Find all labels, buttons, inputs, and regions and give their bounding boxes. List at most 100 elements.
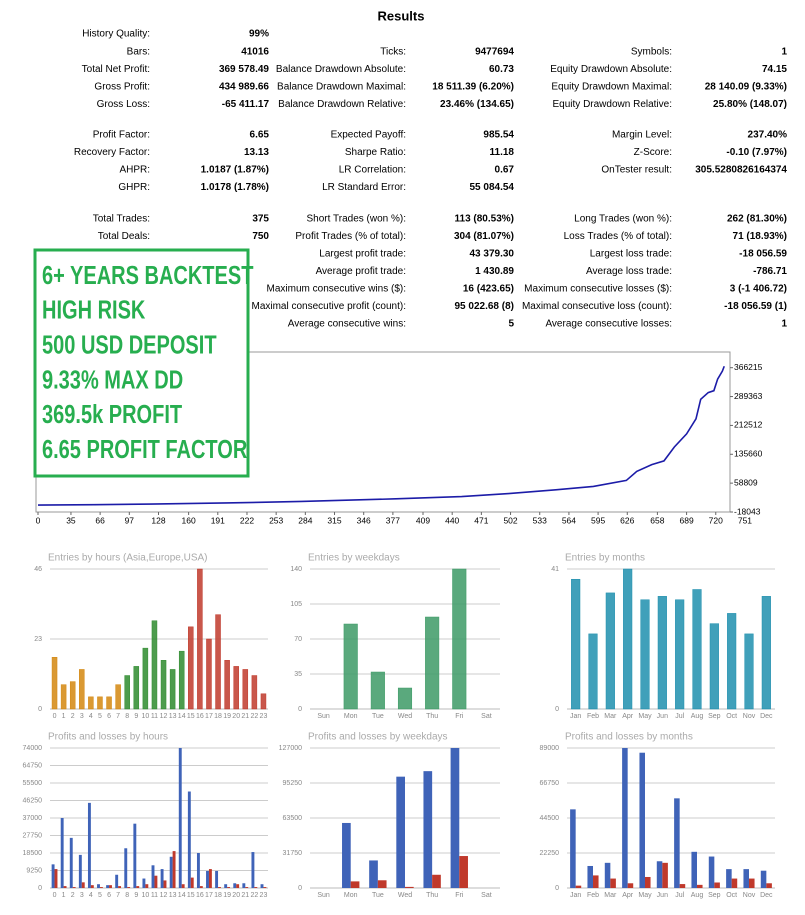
x-tick-label: Nov (743, 892, 756, 899)
bar (604, 862, 611, 888)
y-tick-label: 366215 (734, 362, 763, 372)
x-tick-label: 21 (241, 892, 249, 899)
y-tick-label: 127000 (279, 745, 302, 752)
bar (251, 675, 258, 710)
stat-label: Maximal consecutive profit (count): (251, 301, 406, 312)
bar (136, 886, 140, 888)
stat-label: LR Standard Error: (322, 182, 406, 193)
x-tick-label: 9 (134, 892, 138, 899)
stat-value: 985.54 (483, 130, 514, 141)
stat-label: Total Trades: (93, 214, 150, 225)
x-tick-label: 564 (562, 515, 576, 525)
x-tick-label: 409 (416, 515, 430, 525)
stat-value: 262 (81.30%) (727, 214, 787, 225)
stat-label: Profit Trades (% of total): (295, 231, 406, 242)
bar (749, 878, 755, 888)
stat-label: Ticks: (380, 47, 406, 58)
bar (60, 818, 64, 888)
stat-label: Gross Profit: (94, 82, 150, 93)
x-tick-label: 440 (445, 515, 459, 525)
stat-value: 6.65 (250, 130, 270, 141)
bar (236, 884, 240, 888)
x-tick-label: 5 (98, 892, 102, 899)
stat-value: -786.71 (753, 266, 787, 277)
bar (627, 883, 634, 888)
bar (233, 666, 239, 710)
bar (260, 884, 264, 888)
stat-value: 434 989.66 (219, 82, 269, 93)
bar (432, 874, 441, 888)
banner-line: HIGH RISK (42, 295, 146, 324)
stat-value: 113 (80.53%) (455, 214, 515, 225)
y-tick-label: 140 (290, 566, 302, 573)
bar (251, 852, 255, 888)
x-tick-label: 595 (591, 515, 605, 525)
stat-value: -65 411.17 (222, 99, 270, 110)
bar (657, 596, 667, 710)
x-tick-label: May (638, 892, 652, 899)
y-tick-label: 0 (38, 885, 42, 892)
chart-title: Profits and losses by months (565, 732, 693, 743)
bar (743, 869, 749, 888)
bar (224, 884, 228, 888)
stat-value: 16 (423.65) (463, 284, 514, 295)
x-tick-label: 16 (196, 892, 204, 899)
bar (675, 599, 685, 710)
x-tick-label: 377 (386, 515, 400, 525)
stat-label: Balance Drawdown Relative: (278, 99, 406, 110)
bar (97, 696, 103, 710)
stat-label: Maximum consecutive losses ($): (524, 284, 672, 295)
bar (124, 848, 128, 888)
x-tick-label: Sat (481, 713, 492, 720)
x-tick-label: 66 (95, 515, 105, 525)
bar (215, 870, 219, 888)
y-tick-label: 55500 (23, 780, 43, 787)
x-tick-label: 128 (151, 515, 165, 525)
x-tick-label: 720 (709, 515, 723, 525)
y-tick-label: 212512 (734, 420, 763, 430)
y-tick-label: 37000 (23, 815, 43, 822)
x-tick-label: 19 (223, 892, 231, 899)
bar (760, 870, 767, 888)
x-tick-label: 7 (116, 892, 120, 899)
bar (245, 887, 249, 888)
bar (63, 886, 67, 888)
bar (206, 870, 209, 888)
x-tick-label: Sep (708, 892, 721, 899)
y-tick-label: 0 (38, 706, 42, 713)
bar (425, 616, 440, 710)
x-tick-label: 21 (241, 713, 249, 720)
stat-label: Sharpe Ratio: (345, 147, 406, 158)
stat-value: 1 430.89 (475, 266, 514, 277)
bar (181, 884, 185, 888)
y-tick-label: -18043 (734, 506, 761, 516)
x-tick-label: Fri (455, 892, 464, 899)
x-tick-label: 12 (160, 892, 168, 899)
chart-title: Profits and losses by weekdays (308, 732, 448, 743)
stat-label: Symbols: (631, 47, 672, 58)
bar (115, 874, 119, 888)
bar (260, 693, 267, 710)
y-tick-label: 0 (555, 885, 559, 892)
y-tick-label: 41 (551, 566, 559, 573)
x-tick-label: 658 (650, 515, 664, 525)
bar (81, 882, 85, 888)
stat-value: -18 056.59 (1) (724, 301, 787, 312)
y-tick-label: 74000 (23, 745, 43, 752)
x-tick-label: 3 (80, 892, 84, 899)
x-tick-label: 15 (187, 892, 195, 899)
bar (233, 883, 237, 888)
bar (169, 856, 173, 888)
x-tick-label: 11 (151, 713, 158, 720)
stat-value: 0.67 (495, 165, 515, 176)
bar (587, 865, 593, 888)
bar (97, 884, 100, 888)
y-tick-label: 27750 (23, 832, 43, 839)
banner-text: 6+ YEARS BACKTEST HIGH RISK 500 USD DEPOSI… (42, 260, 253, 463)
bar (133, 666, 140, 710)
x-tick-label: 13 (169, 713, 177, 720)
banner-line: 9.33% MAX DD (42, 365, 183, 394)
bar (263, 887, 267, 888)
x-tick-label: 23 (260, 713, 268, 720)
bar (726, 869, 732, 888)
